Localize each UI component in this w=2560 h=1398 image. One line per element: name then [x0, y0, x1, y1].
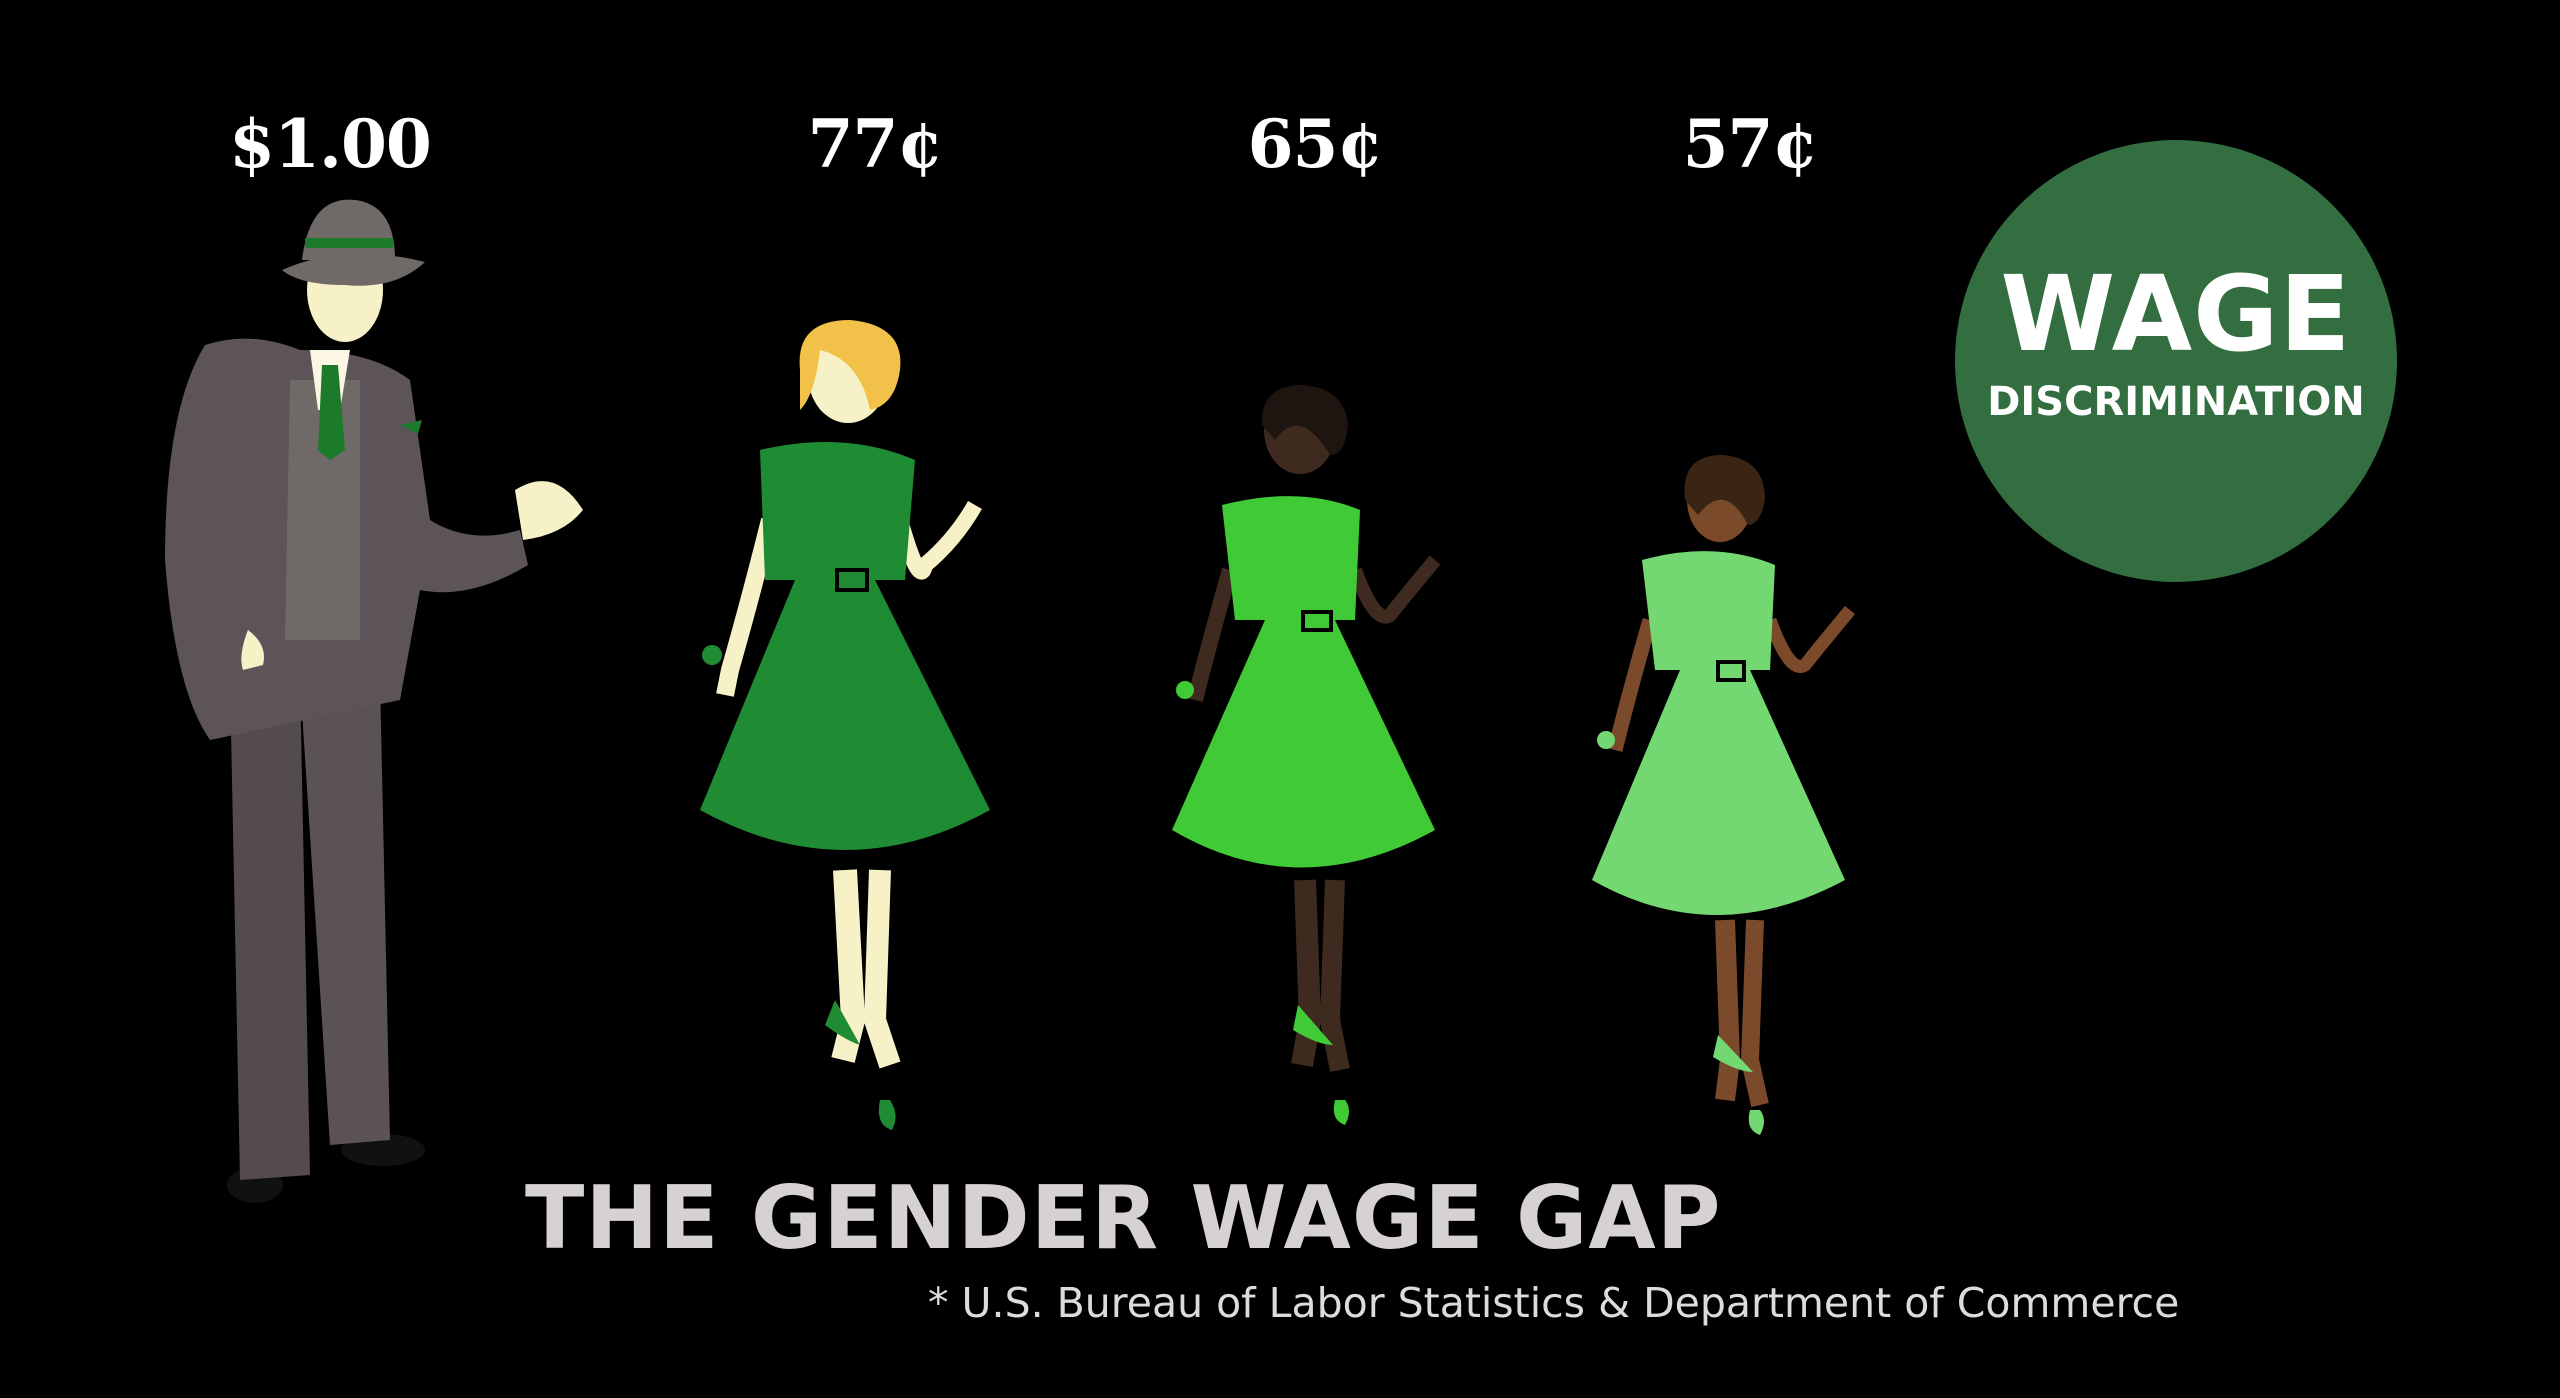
wage-label-man: $1.00: [229, 105, 432, 183]
wage-label-woman-1: 77¢: [807, 105, 944, 183]
page-title: THE GENDER WAGE GAP: [525, 1167, 1722, 1269]
source-note: * U.S. Bureau of Labor Statistics & Depa…: [928, 1279, 2180, 1327]
badge-line-1: WAGE: [2000, 253, 2352, 375]
woman-figure-3: [1592, 455, 1855, 1135]
wage-discrimination-badge: WAGE DISCRIMINATION: [1955, 140, 2397, 582]
woman-figure-1: [700, 320, 990, 1130]
woman-figure-2: [1172, 385, 1441, 1125]
wage-label-woman-2: 65¢: [1247, 105, 1384, 183]
wage-label-woman-3: 57¢: [1682, 105, 1819, 183]
man-figure: [165, 199, 583, 1203]
badge-line-2: DISCRIMINATION: [1987, 379, 2365, 425]
